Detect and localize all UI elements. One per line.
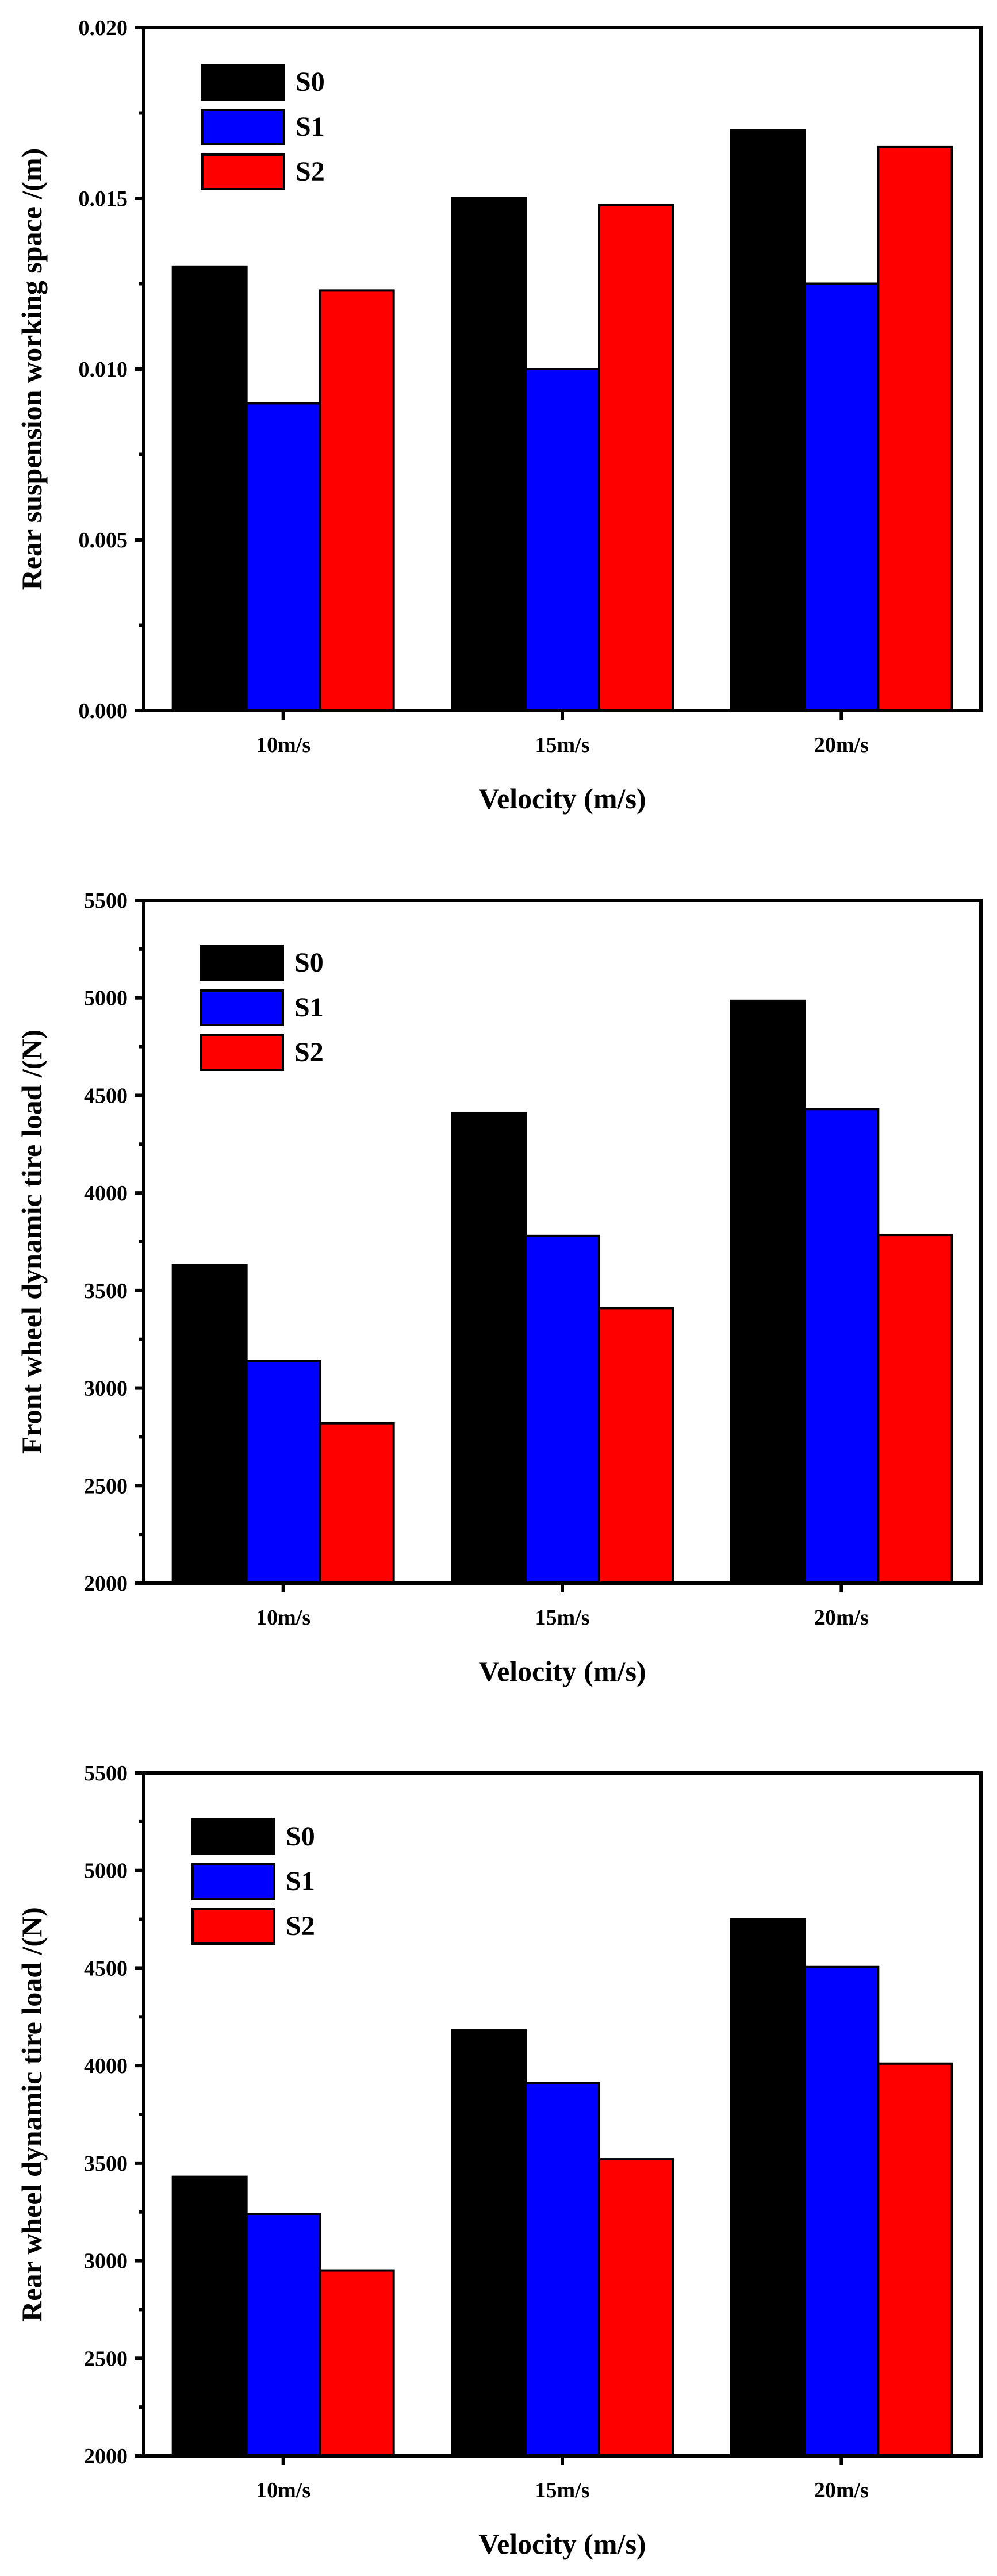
bar-s1-15m-s <box>524 2082 600 2457</box>
x-tick-label: 20m/s <box>814 1606 869 1630</box>
bar-s1-15m-s <box>524 368 600 712</box>
legend-swatch-s2 <box>191 1908 275 1945</box>
y-tick-label: 0.005 <box>79 528 128 552</box>
bar-s2-10m-s <box>319 1422 395 1584</box>
bar-s0-15m-s <box>451 2029 527 2457</box>
bar-s0-10m-s <box>171 1264 248 1584</box>
legend-label-s0: S0 <box>294 947 324 978</box>
legend-label-s0: S0 <box>286 1821 315 1852</box>
legend-swatch-s1 <box>200 989 284 1026</box>
y-tick-label: 2500 <box>84 1474 128 1498</box>
bar-s0-10m-s <box>171 2175 248 2458</box>
legend: S0 S1 S2 <box>200 945 324 1071</box>
bar-s2-20m-s <box>877 2062 953 2457</box>
y-tick-label: 4000 <box>84 1181 128 1206</box>
bar-s0-20m-s <box>730 999 806 1584</box>
legend-label-s1: S1 <box>296 112 325 142</box>
bar-s2-15m-s <box>598 2158 674 2458</box>
x-axis-title: Velocity (m/s) <box>478 782 646 815</box>
legend-label-s2: S2 <box>294 1037 324 1068</box>
legend: S0 S1 S2 <box>191 1818 315 1945</box>
legend-swatch-s0 <box>200 945 284 981</box>
legend-swatch-s2 <box>200 1034 284 1071</box>
legend-label-s1: S1 <box>294 992 324 1023</box>
x-tick-label: 10m/s <box>256 2478 310 2502</box>
chart-rear-tire-load: 10m/s 15m/s 20m/s 2000 2500 3000 3500 4000 4500 5… <box>16 1761 983 2560</box>
x-tick-label: 10m/s <box>256 1606 310 1630</box>
legend-label-s2: S2 <box>286 1911 315 1941</box>
bar-s0-15m-s <box>451 197 527 712</box>
y-tick-label: 0.010 <box>79 358 128 382</box>
y-tick-label: 2500 <box>84 2347 128 2371</box>
bar-s1-20m-s <box>803 282 880 712</box>
legend-swatch-s2 <box>201 153 285 190</box>
y-axis-title: Front wheel dynamic tire load /(N) <box>16 1030 48 1454</box>
legend-swatch-s0 <box>201 64 285 101</box>
bar-s1-20m-s <box>803 1108 880 1584</box>
y-axis-title: Rear wheel dynamic tire load /(N) <box>16 1907 48 2322</box>
legend-label-s2: S2 <box>296 156 325 187</box>
bar-s1-10m-s <box>245 402 321 712</box>
y-tick-label: 0.020 <box>79 16 128 40</box>
y-axis-title: Rear suspension working space /(m) <box>16 148 48 590</box>
bar-s2-15m-s <box>598 1307 674 1585</box>
y-tick-label: 5500 <box>84 1761 128 1786</box>
legend-swatch-s1 <box>191 1863 275 1900</box>
bar-s0-15m-s <box>451 1111 527 1584</box>
bar-s0-20m-s <box>730 1918 806 2458</box>
x-tick-label: 20m/s <box>814 733 869 757</box>
legend-label-s0: S0 <box>296 67 325 97</box>
bar-s1-10m-s <box>245 1360 321 1585</box>
y-tick-label: 5500 <box>84 889 128 913</box>
chart-front-tire-load: 10m/s 15m/s 20m/s 2000 2500 3000 3500 4000 4500 5… <box>16 889 983 1687</box>
y-tick-label: 2000 <box>84 2444 128 2468</box>
y-tick-label: 4500 <box>84 1084 128 1108</box>
y-tick-label: 4500 <box>84 1956 128 1980</box>
y-tick-label: 3000 <box>84 1377 128 1401</box>
y-tick-label: 0.000 <box>79 699 128 723</box>
y-tick-label: 3500 <box>84 2152 128 2176</box>
x-tick-label: 15m/s <box>535 733 590 757</box>
x-tick-label: 20m/s <box>814 2478 869 2502</box>
x-axis-title: Velocity (m/s) <box>478 1655 646 1687</box>
bar-s2-10m-s <box>319 289 395 712</box>
bar-s1-20m-s <box>803 1965 880 2457</box>
y-tick-label: 5000 <box>84 986 128 1011</box>
x-tick-label: 15m/s <box>535 2478 590 2502</box>
bar-s2-15m-s <box>598 204 674 712</box>
bar-s0-10m-s <box>171 265 248 712</box>
bar-s0-20m-s <box>730 129 806 712</box>
x-tick-label: 15m/s <box>535 1606 590 1630</box>
legend-swatch-s1 <box>201 109 285 145</box>
bar-s2-10m-s <box>319 2269 395 2458</box>
x-axis-title: Velocity (m/s) <box>478 2528 646 2560</box>
bar-s1-15m-s <box>524 1234 600 1584</box>
y-tick-label: 0.015 <box>79 187 128 211</box>
legend-label-s1: S1 <box>286 1866 315 1897</box>
bar-s1-10m-s <box>245 2213 321 2458</box>
y-tick-label: 5000 <box>84 1859 128 1883</box>
y-tick-label: 3500 <box>84 1279 128 1303</box>
y-tick-label: 4000 <box>84 2054 128 2078</box>
y-tick-label: 2000 <box>84 1572 128 1596</box>
chart-rear-suspension: 10m/s 15m/s 20m/s 0.000 0.005 0.010 0.015 0.020… <box>16 16 983 815</box>
x-tick-label: 10m/s <box>256 733 310 757</box>
legend: S0 S1 S2 <box>201 64 325 190</box>
legend-swatch-s0 <box>191 1818 275 1855</box>
bar-s2-20m-s <box>877 1234 953 1585</box>
y-tick-label: 3000 <box>84 2249 128 2274</box>
bar-s2-20m-s <box>877 145 953 712</box>
